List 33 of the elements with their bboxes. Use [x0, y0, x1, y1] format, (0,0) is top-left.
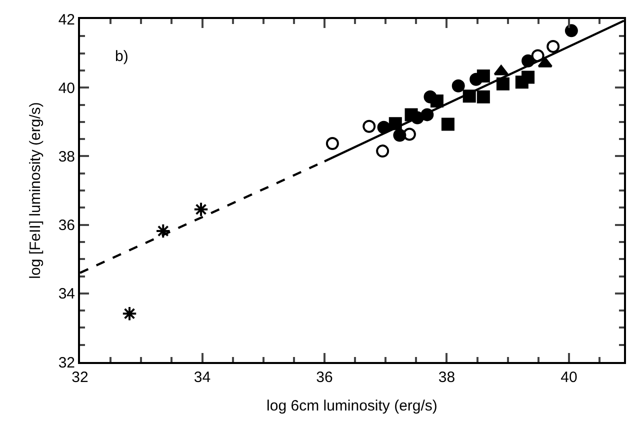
y-tick-label: 38: [58, 148, 75, 166]
y-tick-label: 32: [58, 354, 75, 372]
point: [496, 77, 510, 90]
point: [122, 306, 138, 322]
point: [404, 108, 418, 122]
x-tick-label: 36: [316, 369, 333, 386]
point: [476, 90, 490, 104]
point: [546, 40, 560, 53]
point: [393, 128, 406, 142]
point: [476, 69, 490, 82]
point: [564, 24, 578, 38]
x-tick-label: 34: [194, 369, 211, 386]
y-tick-label: 40: [58, 80, 75, 97]
x-tick-label: 38: [438, 369, 456, 386]
x-axis-title: log 6cm luminosity (erg/s): [266, 398, 438, 414]
point: [362, 120, 376, 133]
x-tick-label: 32: [72, 369, 88, 386]
point: [156, 223, 171, 239]
point: [376, 144, 390, 158]
y-tick-label: 42: [58, 11, 75, 28]
point: [441, 118, 454, 131]
point: [326, 137, 339, 150]
point: [452, 79, 465, 92]
point: [522, 70, 535, 84]
x-tick-label: 40: [560, 369, 578, 386]
point: [430, 94, 444, 108]
point: [494, 64, 508, 76]
point: [193, 202, 209, 217]
y-tick-label: 34: [58, 286, 75, 303]
point: [538, 57, 552, 68]
y-tick-label: 36: [58, 217, 75, 234]
annotation: b): [115, 48, 128, 65]
y-axis-title: log [FeII] luminosity (erg/s): [27, 102, 44, 279]
